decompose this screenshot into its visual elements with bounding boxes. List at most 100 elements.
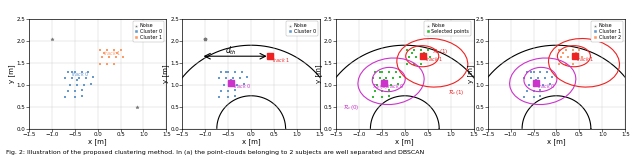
Point [221,77,231,79]
Point [65,84,76,86]
Point [540,77,550,79]
X-axis label: x [m]: x [m] [547,139,566,145]
Point [535,95,545,97]
Point [393,83,403,85]
Point [545,83,555,85]
Point [216,70,227,73]
Point [556,56,566,58]
Point [563,56,573,58]
Point [402,62,412,65]
Point [102,62,112,65]
Point [367,96,378,98]
Point [70,96,80,98]
Point [112,52,122,54]
Point [76,95,86,97]
Point [526,77,536,79]
Point [70,70,80,73]
Text: $\mathcal{R}_c(0)$: $\mathcal{R}_c(0)$ [343,102,359,112]
Point [223,70,234,73]
Point [561,49,571,52]
Point [86,83,96,85]
Point [67,71,77,74]
Point [97,56,108,58]
Point [419,52,429,54]
Point [221,71,231,74]
Point [574,49,584,52]
Point [395,76,405,78]
Point [76,70,86,73]
Point [223,90,234,93]
Text: $d_{th}$: $d_{th}$ [225,44,237,57]
Text: $\mathit{track\ 0}$: $\mathit{track\ 0}$ [233,82,252,90]
Point [115,49,125,52]
Point [538,84,548,86]
Point [554,49,564,52]
Point [60,77,70,79]
Point [519,77,529,79]
Point [225,84,236,86]
X-axis label: x [m]: x [m] [88,139,107,145]
Point [554,62,564,65]
Point [377,90,387,93]
Legend: Noise, Cluster 0, Cluster 1: Noise, Cluster 0, Cluster 1 [132,21,164,42]
Point [409,49,419,52]
X-axis label: x [m]: x [m] [242,139,260,145]
Point [406,52,417,54]
Point [72,84,82,86]
Point [422,49,433,52]
Point [379,78,389,81]
Text: $\mathit{track\ 0}$: $\mathit{track\ 0}$ [385,82,404,90]
Point [99,52,109,54]
Point [223,96,234,98]
Y-axis label: y [m]: y [m] [467,65,474,83]
Point [402,49,412,52]
Text: $\mathit{track\ 0}$: $\mathit{track\ 0}$ [537,82,556,90]
Point [383,95,394,97]
Text: $\mathit{track\ 1}$: $\mathit{track\ 1}$ [576,55,595,63]
Point [568,49,578,52]
Point [81,77,92,79]
Point [535,89,545,92]
Point [577,56,587,58]
Point [95,49,105,52]
Y-axis label: y [m]: y [m] [316,65,323,83]
Point [570,56,580,58]
Text: Fig. 2: Illustration of the proposed clustering method. In (a) the point-clouds : Fig. 2: Illustration of the proposed clu… [6,150,425,155]
Point [522,70,532,73]
Text: $\mathit{track\ 1}$: $\mathit{track\ 1}$ [424,55,443,63]
Point [228,77,238,79]
Point [230,70,240,73]
Point [63,90,73,93]
Point [409,62,419,65]
Point [374,77,385,79]
Point [370,70,380,73]
Point [379,84,389,86]
Point [241,76,252,78]
Point [416,49,426,52]
Point [411,56,421,58]
Point [60,96,70,98]
Point [404,56,415,58]
Point [218,84,229,86]
Point [370,90,380,93]
Point [216,90,227,93]
Point [88,76,98,78]
Point [529,96,539,98]
Point [67,77,77,79]
Point [214,96,224,98]
Point [416,62,426,65]
Point [225,78,236,81]
Point [558,52,568,54]
Point [526,71,536,74]
X-axis label: x [m]: x [m] [396,139,414,145]
Point [109,49,119,52]
Text: $\mathit{track\ 1}$: $\mathit{track\ 1}$ [103,49,122,57]
Point [533,77,543,79]
Point [372,84,383,86]
Point [547,76,557,78]
Point [237,71,247,74]
Point [235,77,245,79]
Point [102,49,112,52]
Point [79,84,89,86]
Point [109,62,119,65]
